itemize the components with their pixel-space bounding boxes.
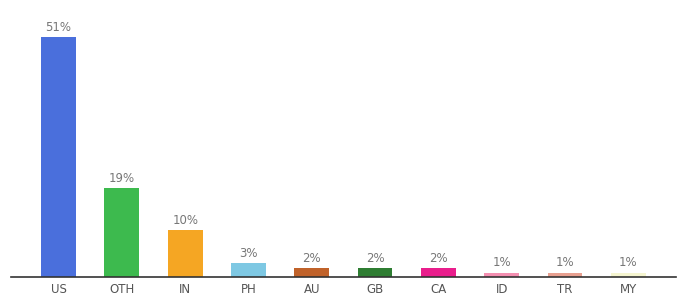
Bar xyxy=(421,268,456,277)
Text: 51%: 51% xyxy=(46,21,71,34)
Text: 10%: 10% xyxy=(172,214,198,227)
Bar xyxy=(105,188,139,277)
Bar xyxy=(231,263,266,277)
Bar xyxy=(547,273,582,277)
Bar xyxy=(611,273,645,277)
Bar xyxy=(294,268,329,277)
Text: 1%: 1% xyxy=(556,256,574,269)
Text: 2%: 2% xyxy=(429,252,447,265)
Text: 2%: 2% xyxy=(303,252,321,265)
Text: 19%: 19% xyxy=(109,172,135,184)
Text: 2%: 2% xyxy=(366,252,384,265)
Bar xyxy=(358,268,392,277)
Text: 3%: 3% xyxy=(239,247,258,260)
Text: 1%: 1% xyxy=(619,256,638,269)
Bar xyxy=(484,273,519,277)
Bar xyxy=(41,37,76,277)
Bar xyxy=(168,230,203,277)
Text: 1%: 1% xyxy=(492,256,511,269)
